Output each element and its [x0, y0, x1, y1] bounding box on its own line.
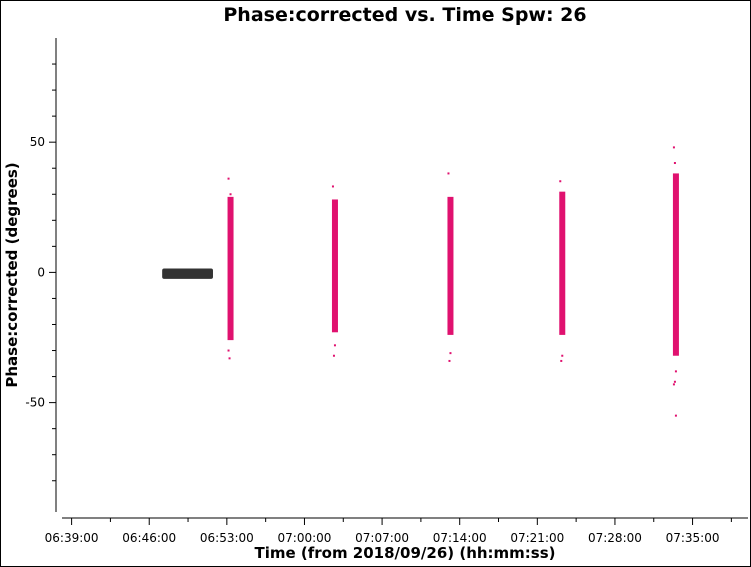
outlier-point [674, 370, 677, 373]
outlier-point [447, 172, 450, 175]
outlier-point [673, 380, 676, 383]
data-points [162, 146, 679, 417]
scan-points-column [672, 173, 679, 356]
outlier-point [448, 359, 451, 362]
outlier-point [561, 354, 564, 357]
y-axis-label: Phase:corrected (degrees) [3, 162, 21, 387]
x-tick-label: 06:39:00 [45, 531, 99, 545]
y-axis-ticks: 50 0 -50 [25, 63, 56, 482]
x-tick-label: 06:53:00 [200, 531, 254, 545]
scan-points-column [447, 196, 454, 335]
x-tick-label: 07:14:00 [433, 531, 487, 545]
scan-points-column [331, 199, 338, 333]
outlier-point [674, 414, 677, 417]
x-tick-label: 06:46:00 [122, 531, 176, 545]
outlier-point [228, 357, 231, 360]
x-tick-label: 07:35:00 [666, 531, 720, 545]
outlier-point [331, 185, 334, 188]
outlier-point [332, 354, 335, 357]
reference-scan-points [162, 268, 213, 279]
outlier-point [672, 383, 675, 386]
outlier-point [672, 146, 675, 149]
y-tick-label: 0 [37, 265, 45, 279]
outlier-point [559, 180, 562, 183]
outlier-point [333, 344, 336, 347]
scan-points-column [559, 191, 566, 335]
outlier-point [227, 349, 230, 352]
x-axis-label: Time (from 2018/09/26) (hh:mm:ss) [254, 544, 555, 562]
chart-title: Phase:corrected vs. Time Spw: 26 [223, 4, 586, 26]
x-tick-label: 07:00:00 [278, 531, 332, 545]
x-tick-label: 07:28:00 [588, 531, 642, 545]
y-tick-label: -50 [25, 396, 45, 410]
outlier-point [673, 162, 676, 165]
x-tick-label: 07:21:00 [510, 531, 564, 545]
x-axis-ticks: 06:39:00 06:46:00 06:53:00 07:00:00 07:07:00… [45, 518, 732, 545]
y-tick-label: 50 [30, 135, 45, 149]
outlier-point [560, 359, 563, 362]
outlier-point [229, 193, 232, 196]
scan-points-column [227, 196, 234, 341]
outlier-point [449, 352, 452, 355]
outlier-point [227, 177, 230, 180]
x-tick-label: 07:07:00 [355, 531, 409, 545]
